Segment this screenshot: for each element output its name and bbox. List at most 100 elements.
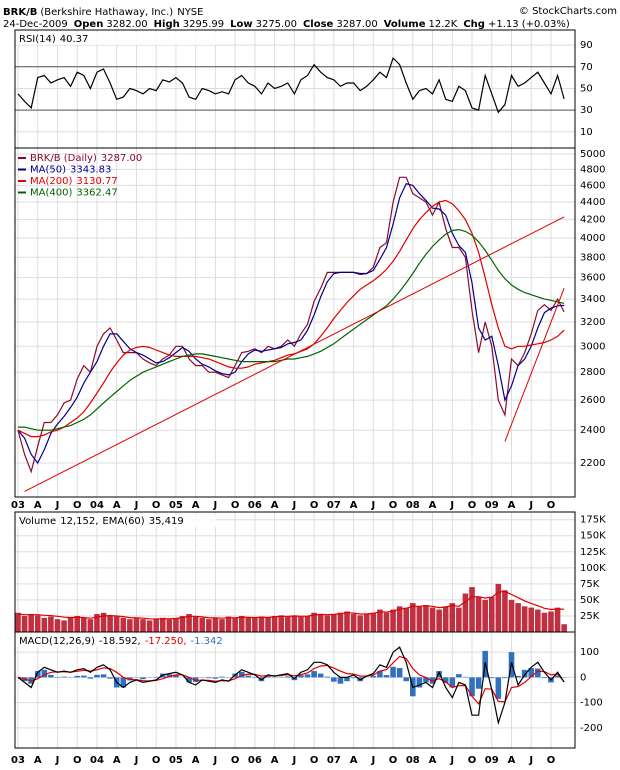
series-bar	[311, 671, 317, 678]
x-tick-label: 03	[11, 500, 25, 511]
series-bar	[87, 619, 94, 632]
panel	[15, 512, 575, 632]
series-bar	[429, 607, 436, 632]
series-bar	[113, 616, 120, 632]
y-tick-label: 175K	[580, 515, 606, 526]
x-tick-label: J	[55, 500, 60, 511]
series-bar	[284, 616, 291, 632]
legend-value: 40.37	[60, 34, 89, 45]
series-bar	[81, 675, 87, 678]
panel-border	[14, 29, 576, 149]
y-tick-label: -200	[580, 723, 603, 734]
series-bar	[449, 677, 456, 688]
legend-value: 35,419	[149, 516, 184, 527]
x-tick-label: 08	[406, 500, 420, 511]
x-tick-label: J	[528, 500, 533, 511]
x-tick-label: A	[508, 755, 516, 766]
y-tick-label: 10	[580, 127, 593, 138]
x-tick-label: A	[508, 500, 516, 511]
x-tick-label: O	[310, 755, 319, 766]
quote-label: High	[154, 19, 180, 30]
x-tick-label: J	[449, 755, 454, 766]
series-bar	[278, 615, 284, 632]
series-line	[17, 590, 565, 620]
x-tick-label: J	[55, 755, 60, 766]
quote-value: +1.13 (+0.03%)	[488, 19, 570, 30]
series-bar	[462, 593, 469, 632]
series-bar	[232, 617, 238, 632]
series-bar	[271, 615, 278, 632]
series-bar	[48, 616, 54, 632]
series-bar	[482, 599, 488, 632]
legend-label: MA(400)	[30, 188, 72, 199]
x-tick-label: O	[231, 500, 240, 511]
x-tick-label: J	[291, 500, 296, 511]
series-bar	[377, 671, 383, 678]
series-line	[18, 228, 565, 431]
series-bar	[153, 676, 159, 678]
y-tick-label: 75K	[580, 579, 600, 590]
x-tick-label: A	[350, 500, 358, 511]
series-bar	[34, 615, 41, 632]
series-bar	[469, 587, 475, 632]
series-bar	[383, 612, 390, 632]
y-tick-label: 2600	[580, 395, 605, 406]
legend-bg	[16, 32, 216, 45]
x-tick-label: A	[192, 500, 200, 511]
x-tick-label: A	[113, 755, 121, 766]
series-bar	[449, 603, 456, 632]
x-tick-label: O	[310, 500, 319, 511]
series-bar	[508, 599, 515, 632]
y-tick-label: 25K	[580, 611, 600, 622]
series-bar	[416, 606, 423, 632]
x-tick-label: 07	[327, 500, 341, 511]
series-bar	[396, 668, 403, 678]
series-bar	[41, 669, 48, 678]
legend-label: RSI(14)	[19, 34, 56, 45]
series-bar	[140, 677, 146, 680]
series-bar	[28, 614, 34, 632]
x-tick-label: A	[429, 500, 437, 511]
y-tick-label: 3600	[580, 273, 605, 284]
series-bar	[127, 619, 133, 632]
series-bar	[383, 675, 390, 678]
series-bar	[265, 617, 271, 632]
series-bar	[311, 612, 317, 632]
x-tick-label: A	[429, 755, 437, 766]
x-tick-label: O	[389, 755, 398, 766]
x-tick-label: O	[73, 755, 82, 766]
series-bar	[469, 677, 475, 697]
legend-value: 3343.83	[70, 165, 111, 176]
x-tick-label: A	[271, 755, 279, 766]
series-bar	[278, 676, 284, 678]
x-tick-label: 03	[11, 755, 25, 766]
series-bar	[21, 615, 28, 632]
quote-date: 24-Dec-2009	[3, 19, 68, 30]
y-tick-label: 2800	[580, 367, 605, 378]
series-bar	[245, 617, 252, 632]
y-tick-label: 3200	[580, 317, 605, 328]
series-bar	[337, 612, 344, 632]
exchange: NYSE	[177, 7, 203, 18]
y-tick-label: 4200	[580, 215, 605, 226]
quote-value: 12.2K	[429, 19, 458, 30]
x-tick-label: A	[192, 755, 200, 766]
series-bar	[528, 607, 535, 632]
series-bar	[423, 605, 429, 632]
series-bar	[173, 617, 179, 632]
y-tick-label: 4000	[580, 233, 605, 244]
legend-value: -1.342	[191, 636, 223, 647]
x-tick-label: A	[350, 755, 358, 766]
x-tick-label: 09	[485, 755, 499, 766]
series-bar	[515, 675, 521, 678]
panel-border	[14, 147, 576, 498]
x-tick-label: A	[34, 500, 42, 511]
panel	[15, 148, 575, 497]
series-line	[17, 655, 565, 706]
x-tick-label: A	[113, 500, 121, 511]
legend-label: EMA(60)	[102, 516, 144, 527]
source: © StockCharts.com	[519, 6, 617, 17]
series-bar	[120, 617, 127, 632]
x-tick-label: O	[547, 755, 556, 766]
series-bar	[219, 676, 225, 678]
